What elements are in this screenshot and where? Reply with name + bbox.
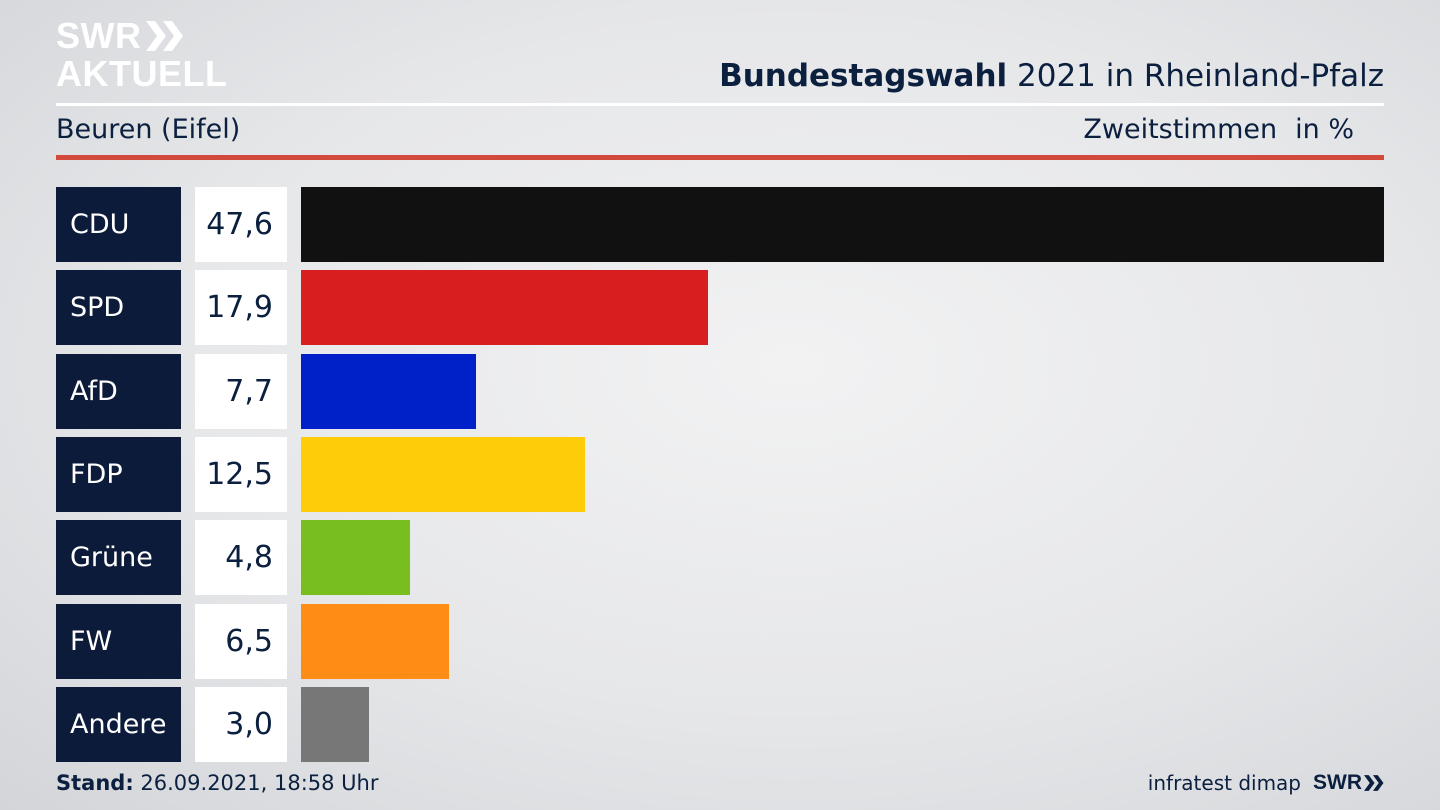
stand-label: Stand:	[56, 771, 134, 795]
party-label: Grüne	[56, 520, 181, 596]
source-label: infratest dimap	[1147, 771, 1301, 795]
header-divider	[56, 103, 1384, 106]
value-label: 3,0	[195, 686, 287, 762]
bar-row: AfD 7,7	[56, 353, 1384, 429]
bar-row: FDP 12,5	[56, 436, 1384, 512]
bar-row: Andere 3,0	[56, 686, 1384, 762]
party-label: Andere	[56, 686, 181, 762]
bar	[301, 187, 1384, 262]
bar	[301, 520, 410, 596]
party-label: SPD	[56, 270, 181, 346]
party-label: AfD	[56, 353, 181, 429]
double-chevron-icon	[145, 21, 183, 51]
value-label: 47,6	[195, 187, 287, 262]
brand-text: SWR	[1313, 771, 1362, 794]
bar-row: FW 6,5	[56, 603, 1384, 679]
double-chevron-icon	[1364, 775, 1384, 791]
logo-line2: AKTUELL	[56, 53, 228, 94]
value-label: 4,8	[195, 520, 287, 596]
party-label: FDP	[56, 436, 181, 512]
bar	[301, 353, 476, 429]
title-rest: 2021 in Rheinland-Pfalz	[1007, 58, 1384, 94]
measure-name: Zweitstimmen	[1083, 114, 1278, 145]
value-label: 17,9	[195, 270, 287, 346]
title-bold: Bundestagswahl	[719, 58, 1008, 94]
bar	[301, 603, 449, 679]
bar	[301, 686, 369, 762]
footer-credits: infratest dimap SWR	[1148, 771, 1384, 795]
party-label: FW	[56, 603, 181, 679]
bar	[301, 270, 708, 346]
bar	[301, 436, 585, 512]
page-title: Bundestagswahl 2021 in Rheinland-Pfalz	[719, 58, 1384, 94]
swr-aktuell-logo: SWR AKTUELL	[56, 18, 227, 92]
value-label: 6,5	[195, 603, 287, 679]
value-label: 12,5	[195, 436, 287, 512]
stand-value: 26.09.2021, 18:58 Uhr	[133, 771, 379, 795]
region-label: Beuren (Eifel)	[56, 114, 241, 145]
measure-unit: in %	[1295, 114, 1354, 145]
timestamp: Stand: 26.09.2021, 18:58 Uhr	[56, 771, 379, 795]
accent-divider	[56, 155, 1384, 160]
bar-row: CDU 47,6	[56, 187, 1384, 262]
bar-row: Grüne 4,8	[56, 520, 1384, 596]
value-label: 7,7	[195, 353, 287, 429]
logo-line1: SWR	[56, 15, 142, 56]
party-label: CDU	[56, 187, 181, 262]
swr-brand-logo: SWR	[1313, 771, 1384, 795]
bar-row: SPD 17,9	[56, 270, 1384, 346]
measure-label: Zweitstimmen in %	[1083, 114, 1354, 145]
